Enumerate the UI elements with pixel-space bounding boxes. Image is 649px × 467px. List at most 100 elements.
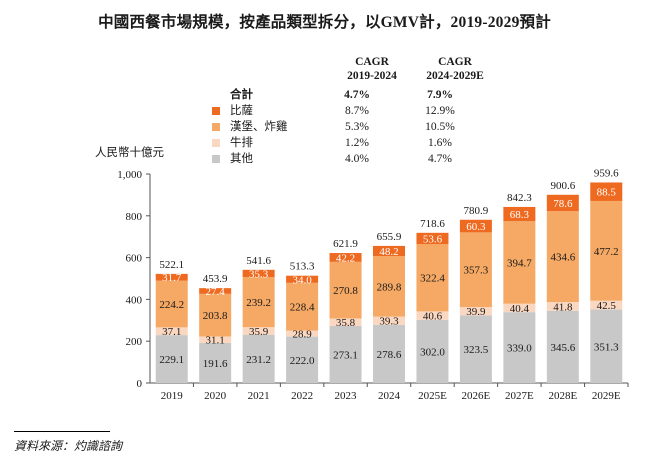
bar-segment: [242, 269, 275, 278]
legend-row-cagr-1: 1.2%: [345, 137, 369, 149]
bar-segment-label: 228.4: [290, 302, 315, 314]
bar-segment: [155, 280, 188, 328]
legend-header-label: CAGR: [438, 56, 472, 68]
bar-segment: [155, 335, 188, 383]
bar-total-label: 900.6: [550, 180, 575, 192]
legend-row-name: 合計: [230, 89, 253, 101]
bar-segment: [373, 255, 405, 317]
legend-header-label: CAGR: [355, 56, 389, 68]
bar-segment: [286, 282, 319, 331]
legend-swatch: [212, 155, 220, 163]
bar-segment: [546, 302, 579, 311]
legend-row-cagr-1: 4.0%: [345, 153, 369, 165]
legend-swatch: [212, 123, 220, 131]
bar-segment: [459, 232, 492, 308]
legend-row-cagr-1: 8.7%: [345, 105, 369, 117]
legend-row-burger-chicken: 漢堡、炸雞 5.3% 10.5%: [212, 119, 512, 135]
bar-segment-label: 53.6: [423, 233, 443, 245]
bar-segment-label: 35.3: [249, 268, 269, 280]
legend-row-name: 比薩: [230, 105, 253, 117]
bar-segment-label: 39.9: [466, 306, 486, 318]
x-tick-label: 2024: [378, 390, 401, 402]
legend-row-cagr-1: 5.3%: [345, 121, 369, 133]
bar-segment: [373, 245, 405, 256]
bar-segment: [503, 312, 536, 383]
bar-segment-label: 394.7: [507, 257, 532, 269]
y-tick-label: 800: [126, 211, 143, 223]
bar-segment: [199, 336, 232, 343]
bar-segment-label: 323.5: [464, 344, 489, 356]
bar-segment-label: 289.8: [377, 281, 402, 293]
bar-segment-label: 351.3: [594, 341, 619, 353]
bar-segment-label: 345.6: [550, 342, 575, 354]
legend-row-name: 其他: [230, 153, 253, 165]
legend-header-cagr-2024-2029: CAGR 2024-2029E: [410, 55, 500, 83]
bar-segment-label: 60.3: [466, 221, 486, 233]
bar-segment: [329, 325, 362, 383]
bar-segment-label: 278.6: [377, 349, 402, 361]
x-tick-label: 2022: [291, 390, 313, 402]
y-tick-label: 600: [126, 253, 143, 265]
legend-row-cagr-2: 1.6%: [428, 137, 452, 149]
y-tick-label: 1,000: [117, 169, 142, 181]
legend-row-pizza: 比薩 8.7% 12.9%: [212, 103, 512, 119]
bar-segment: [590, 300, 623, 310]
legend-header-cagr-2019-2024: CAGR 2019-2024: [327, 55, 417, 83]
bar-segment-label: 35.8: [336, 317, 356, 329]
bar-segment-label: 48.2: [379, 246, 398, 258]
x-tick-label: 2025E: [418, 390, 447, 402]
bar-total-label: 780.9: [464, 205, 489, 217]
legend-row-total: 合計 4.7% 7.9%: [212, 87, 512, 103]
legend-swatch: [212, 139, 220, 147]
bar-segment-label: 191.6: [203, 358, 228, 370]
bar-segment-label: 224.2: [159, 299, 184, 311]
legend-row-cagr-2: 4.7%: [428, 153, 452, 165]
bar-segment-label: 270.8: [333, 285, 358, 297]
y-tick-label: 200: [126, 336, 143, 348]
bar-segment: [503, 206, 536, 222]
x-tick-label: 2020: [204, 390, 227, 402]
bar-segment-label: 34.0: [292, 274, 312, 286]
bar-segment-label: 322.4: [420, 273, 445, 285]
bar-segment-label: 27.4: [206, 286, 226, 298]
bar-segment: [373, 324, 405, 383]
bar-total-label: 621.9: [333, 238, 358, 250]
legend-row-cagr-2: 12.9%: [425, 105, 455, 117]
bar-total-label: 842.3: [507, 192, 532, 204]
bar-segment-label: 31.1: [206, 335, 225, 347]
bar-segment: [242, 277, 275, 328]
legend-row-cagr-2: 7.9%: [427, 89, 453, 101]
bar-segment-label: 88.5: [597, 187, 617, 199]
x-tick-label: 2019: [161, 390, 184, 402]
x-tick-label: 2021: [248, 390, 270, 402]
bar-segment: [329, 318, 362, 326]
bar-total-label: 655.9: [377, 231, 402, 243]
bar-segment: [416, 311, 449, 320]
bar-segment-label: 231.2: [246, 354, 271, 366]
bar-segment-label: 357.3: [464, 265, 489, 277]
source-note: 資料來源：灼識諮詢: [14, 439, 123, 453]
bar-segment: [199, 342, 232, 383]
legend-row-cagr-2: 10.5%: [425, 121, 455, 133]
x-tick-label: 2029E: [592, 390, 621, 402]
bar-segment-label: 239.2: [246, 297, 271, 309]
bar-segment-label: 477.2: [594, 246, 619, 258]
bar-segment-label: 203.8: [203, 310, 228, 322]
bar-total-label: 522.1: [159, 259, 184, 271]
bar-segment: [546, 211, 579, 303]
source-divider: [14, 431, 110, 432]
bar-segment: [416, 232, 449, 245]
bar-segment: [199, 293, 232, 337]
legend-row-steak: 牛排 1.2% 1.6%: [212, 135, 512, 151]
bar-segment: [242, 327, 275, 335]
bar-segment: [373, 316, 405, 325]
bar-segment-label: 40.6: [423, 311, 443, 323]
bar-segment-label: 273.1: [333, 349, 358, 361]
bar-segment: [155, 327, 188, 336]
bar-segment-label: 35.9: [249, 326, 269, 338]
bar-segment: [459, 219, 492, 233]
bar-segment: [503, 303, 536, 313]
bar-segment-label: 68.3: [510, 209, 530, 221]
bar-total-label: 959.6: [594, 167, 619, 179]
